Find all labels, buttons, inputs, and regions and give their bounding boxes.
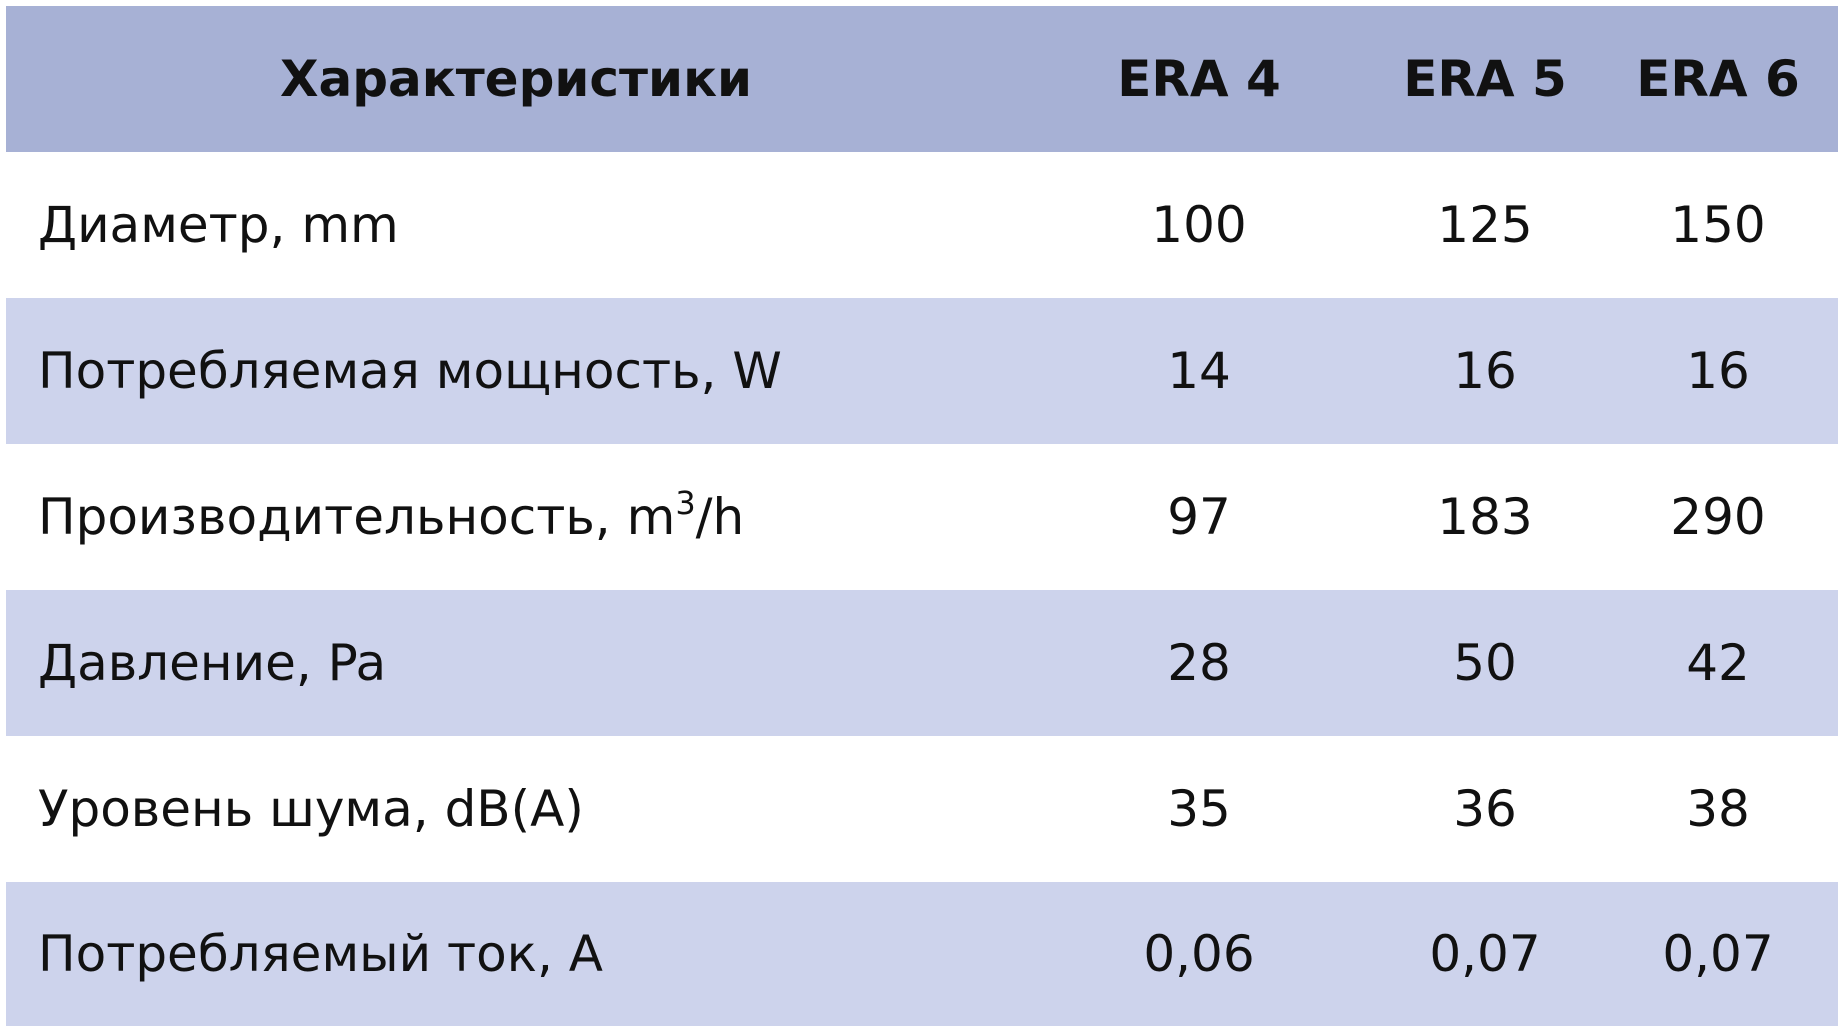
row-label: Уровень шума, dB(A) [6, 736, 1026, 882]
header-model-era-4: ERA 4 [1026, 6, 1372, 152]
cell-era-6: 150 [1598, 152, 1838, 298]
row-label-suffix: /h [695, 488, 745, 546]
cell-era-4: 14 [1026, 298, 1372, 444]
row-label: Производительность, m3/h [6, 444, 1026, 590]
table-row-airflow: Производительность, m3/h 97 183 290 [6, 444, 1838, 590]
cell-era-4: 100 [1026, 152, 1372, 298]
table-row-diameter: Диаметр, mm 100 125 150 [6, 152, 1838, 298]
cell-era-4: 97 [1026, 444, 1372, 590]
table-row-power: Потребляемая мощность, W 14 16 16 [6, 298, 1838, 444]
row-label: Потребляемый ток, A [6, 882, 1026, 1026]
cell-era-6: 0,07 [1598, 882, 1838, 1026]
table-row-current: Потребляемый ток, A 0,06 0,07 0,07 [6, 882, 1838, 1026]
header-characteristics: Характеристики [6, 6, 1026, 152]
cell-era-6: 16 [1598, 298, 1838, 444]
cell-era-5: 16 [1372, 298, 1598, 444]
cell-era-6: 42 [1598, 590, 1838, 736]
cell-era-5: 0,07 [1372, 882, 1598, 1026]
cell-era-5: 125 [1372, 152, 1598, 298]
cell-era-5: 183 [1372, 444, 1598, 590]
cell-era-4: 28 [1026, 590, 1372, 736]
specifications-table: Характеристики ERA 4 ERA 5 ERA 6 Диаметр… [6, 6, 1838, 1026]
cell-era-5: 50 [1372, 590, 1598, 736]
cell-era-6: 290 [1598, 444, 1838, 590]
row-label-text: Производительность, m [38, 488, 676, 546]
header-model-era-5: ERA 5 [1372, 6, 1598, 152]
row-label: Потребляемая мощность, W [6, 298, 1026, 444]
row-label-superscript: 3 [675, 484, 696, 522]
row-label: Диаметр, mm [6, 152, 1026, 298]
cell-era-6: 38 [1598, 736, 1838, 882]
table-row-noise: Уровень шума, dB(A) 35 36 38 [6, 736, 1838, 882]
header-model-era-6: ERA 6 [1598, 6, 1838, 152]
cell-era-4: 35 [1026, 736, 1372, 882]
cell-era-4: 0,06 [1026, 882, 1372, 1026]
row-label: Давление, Pa [6, 590, 1026, 736]
header-row: Характеристики ERA 4 ERA 5 ERA 6 [6, 6, 1838, 152]
cell-era-5: 36 [1372, 736, 1598, 882]
table-row-pressure: Давление, Pa 28 50 42 [6, 590, 1838, 736]
table-header: Характеристики ERA 4 ERA 5 ERA 6 [6, 6, 1838, 152]
table-body: Диаметр, mm 100 125 150 Потребляемая мощ… [6, 152, 1838, 1026]
